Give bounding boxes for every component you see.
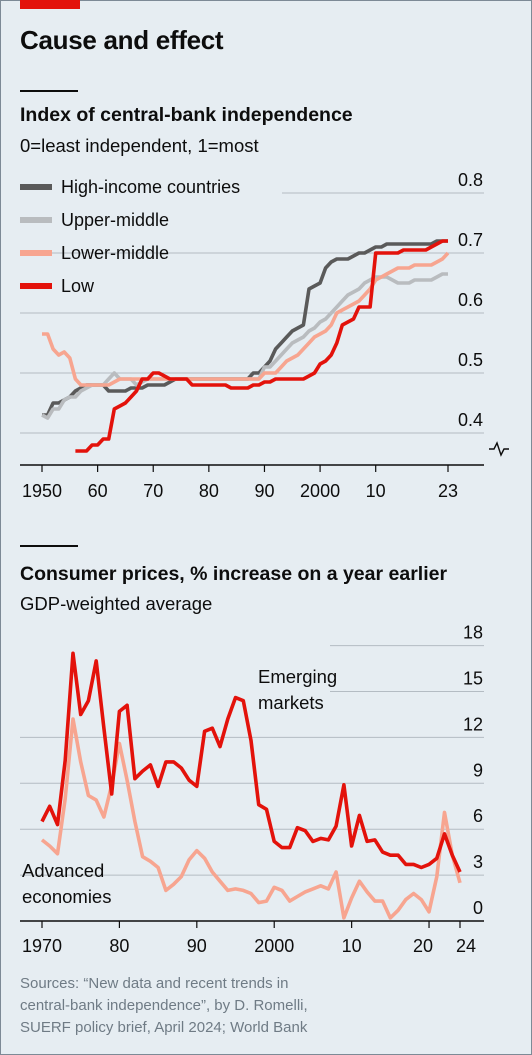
source-line: Sources: “New data and recent trends in: [20, 975, 289, 992]
inflation-chart: 0 3 6 9 12 15 18 1970 80 90 2000 10 20 24 Emerging mark…: [20, 623, 484, 956]
x-tick-label: 70: [143, 481, 163, 501]
y-tick-label: 6: [473, 806, 483, 826]
x-tick-label: 1950: [22, 481, 62, 501]
emerging-markets-label: Emerging: [258, 666, 337, 687]
y-tick-label: 0.4: [458, 410, 483, 430]
x-tick-label: 80: [109, 936, 129, 956]
y-tick-label: 9: [473, 760, 483, 780]
chart2-rule: [20, 545, 78, 547]
series-line: [75, 239, 448, 453]
y-tick-label: 0.5: [458, 350, 483, 370]
y-tick-label: 0.6: [458, 290, 483, 310]
y-tick-label: 3: [473, 852, 483, 872]
page-title: Cause and effect: [20, 25, 224, 55]
advanced-economies-label: Advanced: [22, 860, 104, 881]
x-tick-label: 20: [413, 936, 433, 956]
x-tick-label: 10: [366, 481, 386, 501]
cbi-chart: 0.4 0.5 0.6 0.7 0.8 1950 60 70 80 90 2000 10 23 High-…: [20, 170, 509, 501]
legend-swatch: [20, 217, 52, 223]
legend-label: Lower-middle: [61, 243, 169, 263]
y-tick-label: 12: [463, 714, 483, 734]
source-line: central-bank independence”, by D. Romell…: [20, 997, 308, 1014]
y-tick-label: 0.8: [458, 170, 483, 190]
legend-swatch: [20, 283, 52, 289]
legend-swatch: [20, 184, 52, 190]
chart1-rule: [20, 90, 78, 92]
x-tick-label: 23: [438, 481, 458, 501]
x-tick-label: 90: [254, 481, 274, 501]
x-tick-label: 60: [88, 481, 108, 501]
legend-label: Low: [61, 276, 95, 296]
y-tick-label: 18: [463, 623, 483, 643]
chart1-subtitle: 0=least independent, 1=most: [20, 135, 259, 156]
x-tick-label: 1970: [22, 936, 62, 956]
x-tick-label: 24: [456, 936, 476, 956]
y-tick-label: 0: [473, 898, 483, 918]
source-note: Sources: “New data and recent trends in …: [20, 973, 500, 1039]
series-line: [42, 251, 450, 387]
emerging-markets-label: markets: [258, 692, 324, 713]
legend-label: Upper-middle: [61, 210, 169, 230]
y-tick-label: 0.7: [458, 230, 483, 250]
brand-accent-bar: [20, 0, 80, 9]
advanced-economies-label: economies: [22, 886, 111, 907]
x-tick-label: 80: [199, 481, 219, 501]
legend-swatch: [20, 250, 52, 256]
x-tick-label: 2000: [300, 481, 340, 501]
chart2-title: Consumer prices, % increase on a year ea…: [20, 563, 448, 585]
axis-break-icon: [489, 441, 509, 457]
x-tick-label: 90: [187, 936, 207, 956]
series-line: [40, 651, 462, 873]
x-tick-label: 10: [342, 936, 362, 956]
legend-label: High-income countries: [61, 177, 240, 197]
chart1-title: Index of central-bank independence: [20, 104, 353, 126]
x-tick-label: 2000: [254, 936, 294, 956]
source-line: SUERF policy brief, April 2024; World Ba…: [20, 1019, 308, 1036]
y-tick-label: 15: [463, 669, 483, 689]
chart2-subtitle: GDP-weighted average: [20, 593, 213, 614]
